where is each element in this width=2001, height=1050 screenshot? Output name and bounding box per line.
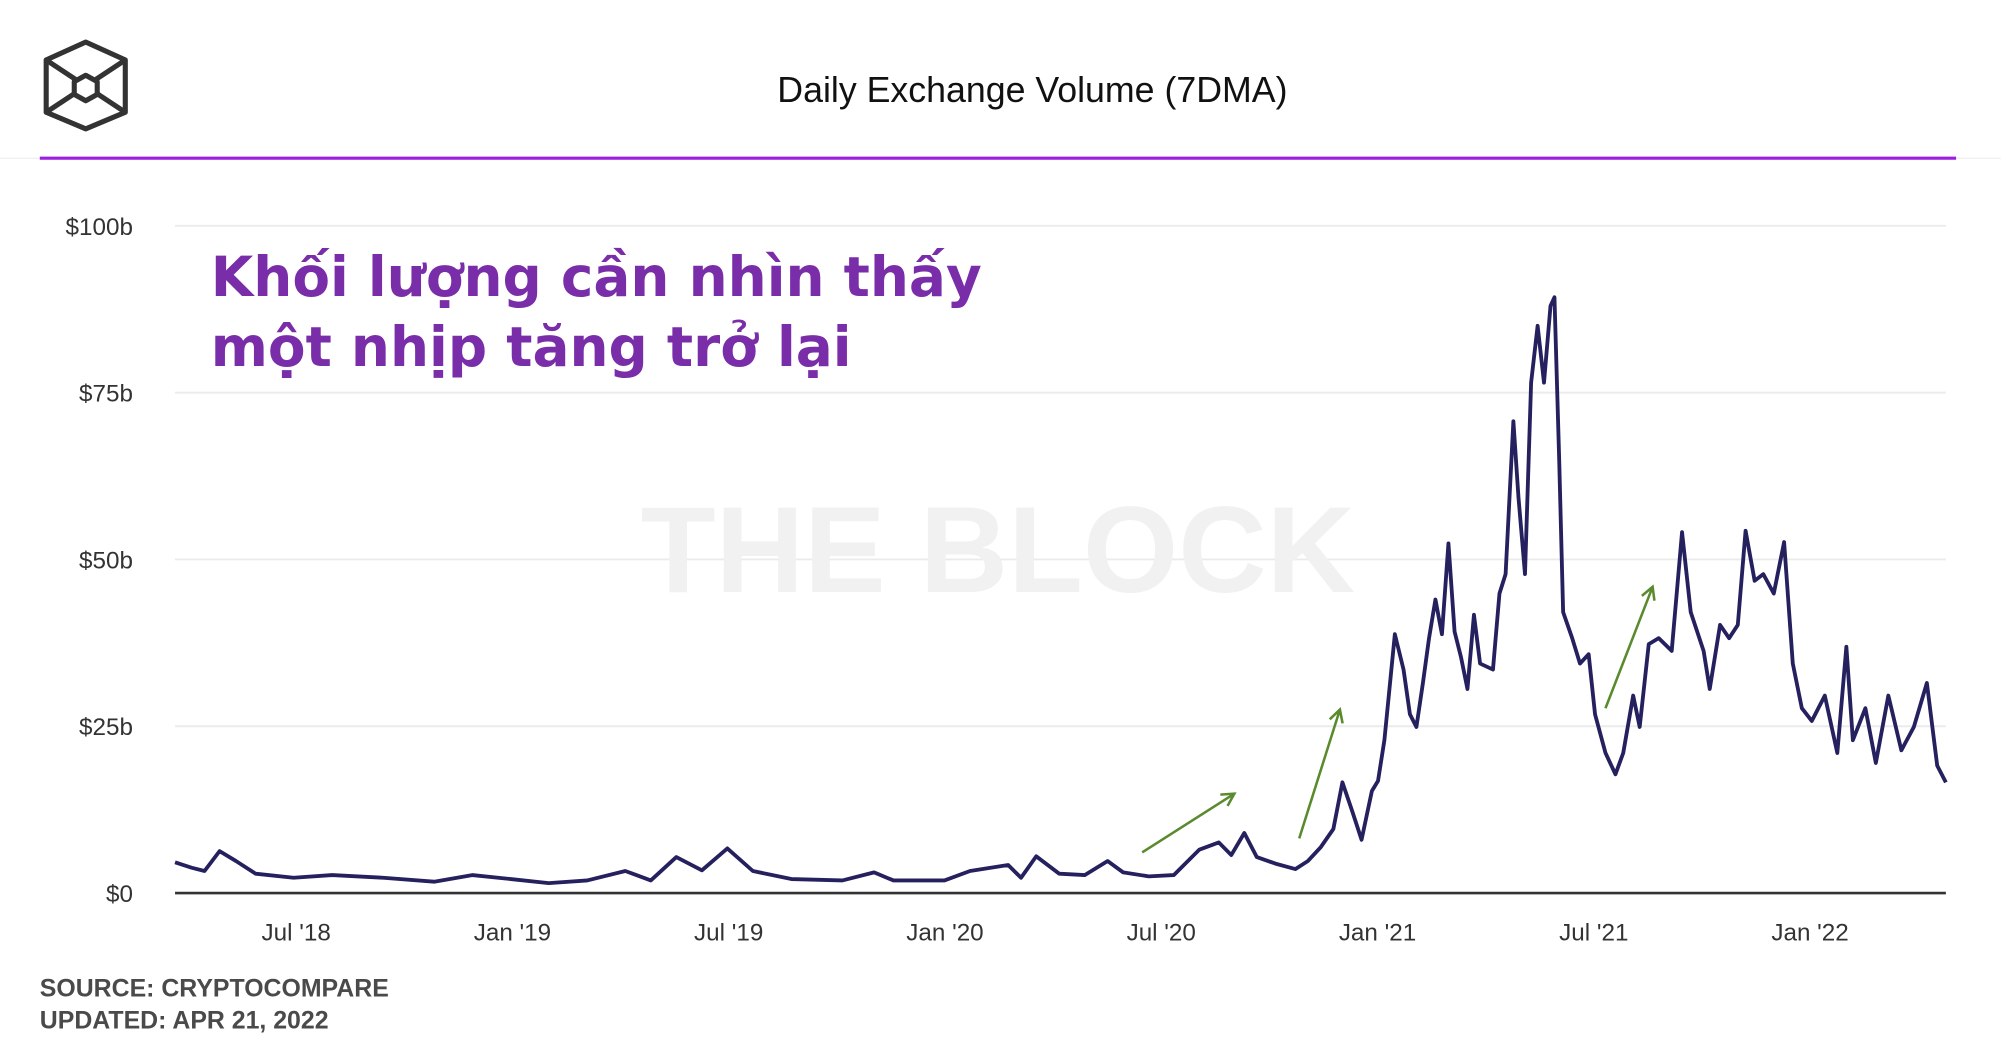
trend-arrow-icon <box>1604 584 1656 709</box>
x-tick-label: Jul '19 <box>694 919 763 946</box>
trend-arrow-icon <box>1141 792 1237 854</box>
series-line <box>174 295 1948 886</box>
x-tick-label: Jan '21 <box>1339 919 1416 946</box>
annotation-line-2: một nhịp tăng trở lại <box>211 315 852 379</box>
y-tick-label: $75b <box>79 381 133 408</box>
annotation-line-1: Khối lượng cần nhìn thấy <box>211 245 982 309</box>
x-tick-label: Jul '20 <box>1127 919 1196 946</box>
arrow-shaft <box>1298 709 1342 839</box>
y-tick-label: $0 <box>106 881 133 908</box>
arrow-shaft <box>1141 792 1236 854</box>
x-tick-label: Jan '22 <box>1771 919 1848 946</box>
x-tick-label: Jan '19 <box>474 919 551 946</box>
arrow-shaft <box>1604 586 1654 709</box>
source-label: SOURCE: CRYPTOCOMPARE <box>40 974 389 1002</box>
logo-icon <box>43 39 128 132</box>
arrow-head <box>1220 792 1237 807</box>
trend-arrow-icon <box>1298 707 1344 839</box>
updated-label: UPDATED: APR 21, 2022 <box>40 1006 329 1034</box>
watermark: THE BLOCK <box>641 481 1355 618</box>
x-tick-label: Jan '20 <box>906 919 983 946</box>
y-tick-label: $25b <box>79 714 133 741</box>
y-tick-label: $100b <box>66 214 133 241</box>
arrow-head <box>1641 584 1656 601</box>
x-tick-label: Jul '18 <box>262 919 331 946</box>
arrow-head <box>1328 707 1344 724</box>
y-tick-label: $50b <box>79 547 133 574</box>
x-tick-label: Jul '21 <box>1559 919 1628 946</box>
chart-title: Daily Exchange Volume (7DMA) <box>777 70 1287 110</box>
